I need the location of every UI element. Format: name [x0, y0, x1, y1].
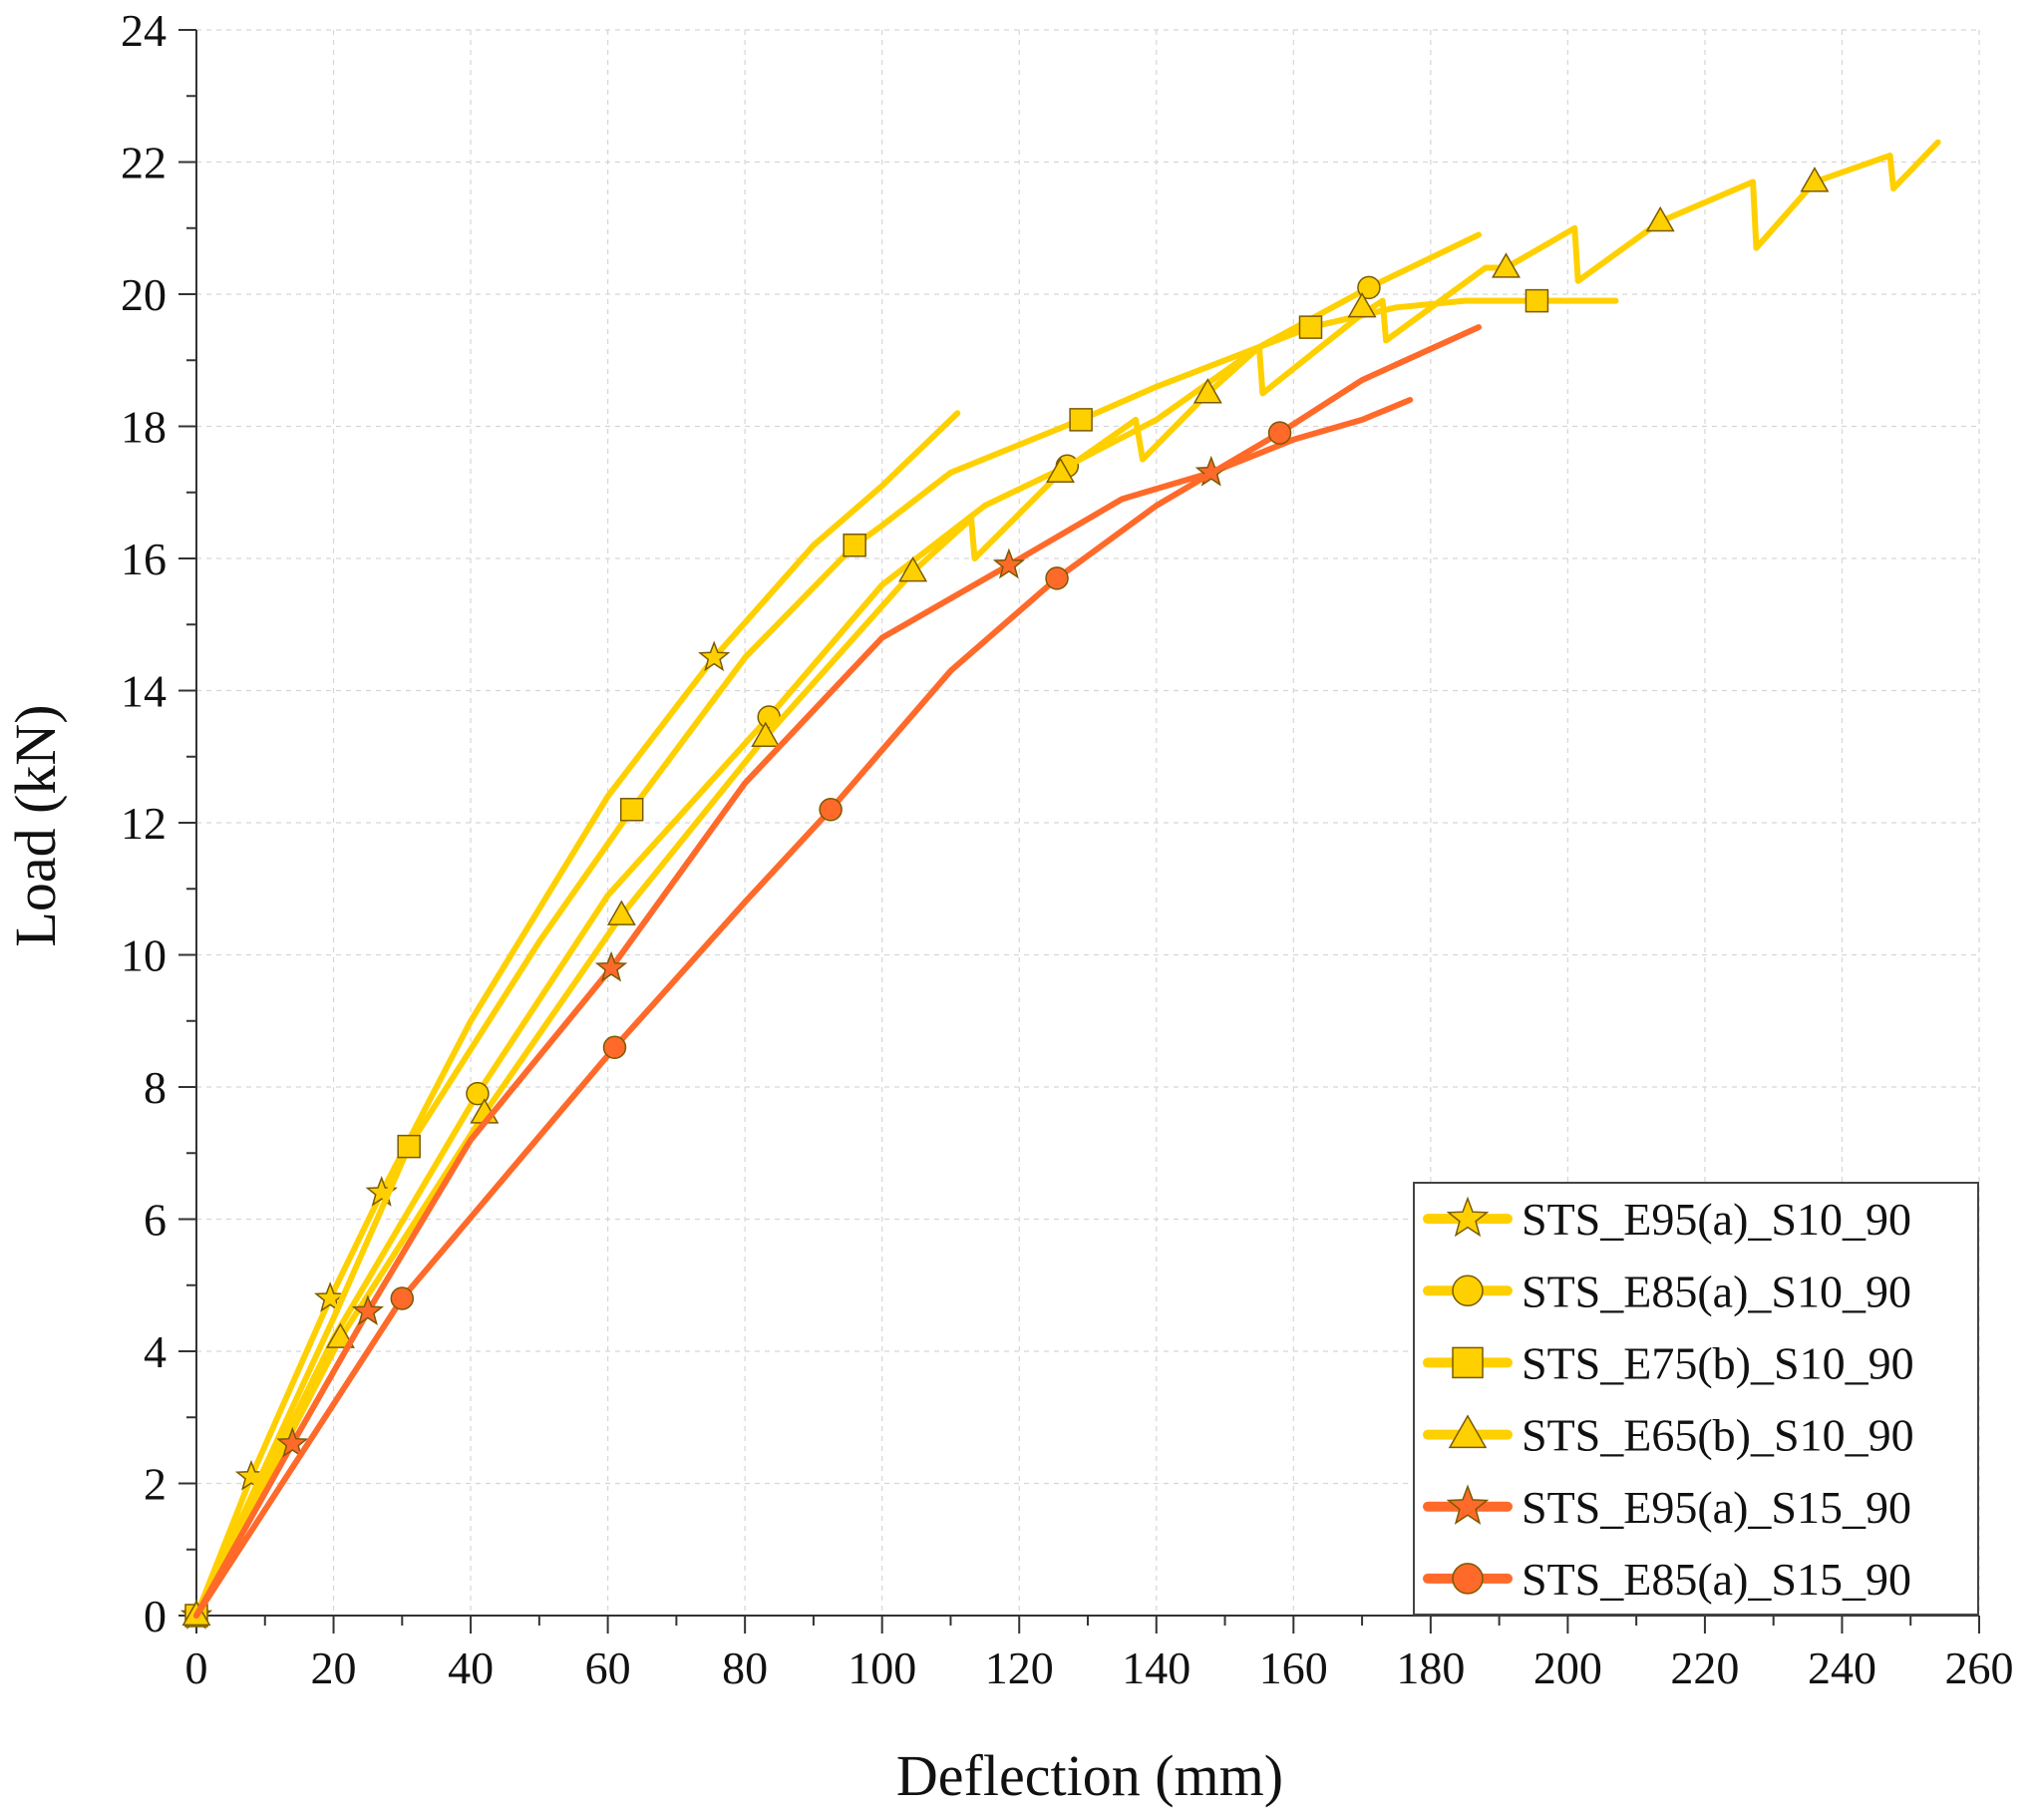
legend: STS_E95(a)_S10_90 STS_E85(a)_S10_90 STS_E7…: [1413, 1182, 1979, 1616]
series-line: [193, 324, 1482, 1619]
data-point-square: [1298, 315, 1323, 339]
data-point-triangle: [898, 555, 928, 582]
x-tick-label: 180: [1396, 1642, 1465, 1693]
y-tick-label: 22: [121, 138, 167, 188]
x-tick-label: 40: [448, 1642, 494, 1693]
legend-marker-circle: [1452, 1274, 1484, 1306]
y-tick-label: 0: [144, 1591, 167, 1641]
series-group: [179, 139, 1941, 1630]
x-tick-label: 240: [1808, 1642, 1876, 1693]
legend-marker-star: [1446, 1196, 1490, 1238]
legend-label: STS_E85(a)_S10_90: [1522, 1266, 1911, 1316]
x-tick-label: 20: [311, 1642, 357, 1693]
y-tick-label: 18: [121, 402, 167, 453]
y-tick-label: 12: [121, 798, 167, 849]
series-STS_E65(b)_S10_90: [181, 139, 1941, 1627]
y-tick-label: 8: [144, 1062, 167, 1113]
y-tick-label: 16: [121, 534, 167, 584]
data-point-circle: [1267, 421, 1292, 445]
x-tick-label: 160: [1259, 1642, 1328, 1693]
legend-label: STS_E95(a)_S15_90: [1522, 1482, 1911, 1533]
y-tick-label: 24: [121, 5, 167, 56]
data-point-triangle: [1045, 457, 1075, 483]
y-tick-label: 20: [121, 269, 167, 320]
data-point-square: [1069, 408, 1093, 432]
y-axis-label: Load (kN): [3, 704, 68, 946]
data-point-star: [313, 1281, 347, 1312]
data-point-triangle: [751, 721, 781, 747]
data-point-circle: [1357, 275, 1381, 300]
data-point-triangle: [325, 1322, 355, 1348]
x-tick-label: 120: [985, 1642, 1054, 1693]
y-tick-label: 10: [121, 930, 167, 981]
data-point-triangle: [1800, 167, 1830, 192]
y-tick-label: 6: [144, 1195, 167, 1246]
data-point-square: [397, 1134, 421, 1159]
data-point-triangle: [1645, 205, 1675, 232]
x-tick-label: 0: [185, 1642, 208, 1693]
data-point-circle: [819, 798, 843, 822]
data-point-star: [276, 1426, 309, 1458]
x-tick-label: 140: [1122, 1642, 1190, 1693]
series-line: [193, 297, 1619, 1619]
y-tick-label: 14: [121, 666, 167, 717]
legend-marker-star: [1446, 1484, 1490, 1525]
series-STS_E95(a)_S15_90: [193, 397, 1414, 1619]
series-line: [193, 410, 961, 1619]
legend-marker-circle: [1452, 1563, 1484, 1595]
x-tick-label: 80: [722, 1642, 768, 1693]
legend-label: STS_E85(a)_S15_90: [1522, 1554, 1911, 1605]
data-point-star: [351, 1294, 385, 1326]
series-line: [193, 397, 1414, 1619]
legend-label: STS_E65(b)_S10_90: [1522, 1410, 1914, 1461]
x-axis-label: Deflection (mm): [896, 1743, 1283, 1808]
x-tick-label: 220: [1670, 1642, 1739, 1693]
data-point-circle: [1045, 566, 1069, 590]
legend-box: [1413, 1182, 1979, 1616]
series-STS_E85(a)_S15_90: [193, 324, 1482, 1619]
data-point-triangle: [606, 900, 636, 925]
x-tick-label: 200: [1533, 1642, 1602, 1693]
data-point-circle: [466, 1081, 490, 1106]
data-point-triangle: [1347, 291, 1377, 318]
legend-label: STS_E75(b)_S10_90: [1522, 1337, 1914, 1388]
data-point-triangle: [1491, 252, 1521, 278]
data-point-star: [992, 547, 1026, 579]
y-tick-label: 2: [144, 1459, 167, 1510]
data-point-square: [619, 798, 644, 822]
legend-label: STS_E95(a)_S10_90: [1522, 1194, 1911, 1245]
data-point-square: [1525, 288, 1549, 313]
x-tick-label: 260: [1945, 1642, 2014, 1693]
series-line: [193, 139, 1941, 1619]
data-point-circle: [602, 1035, 627, 1059]
data-point-star: [698, 640, 731, 672]
legend-marker-square: [1452, 1346, 1484, 1379]
data-point-square: [843, 534, 866, 557]
data-point-star: [594, 950, 628, 982]
legend-marker-triangle: [1448, 1414, 1488, 1449]
data-point-triangle: [1192, 378, 1222, 404]
x-tick-label: 60: [585, 1642, 631, 1693]
data-point-circle: [390, 1286, 415, 1310]
x-tick-label: 100: [848, 1642, 916, 1693]
y-tick-label: 4: [144, 1326, 167, 1377]
series-STS_E75(b)_S10_90: [184, 288, 1619, 1628]
